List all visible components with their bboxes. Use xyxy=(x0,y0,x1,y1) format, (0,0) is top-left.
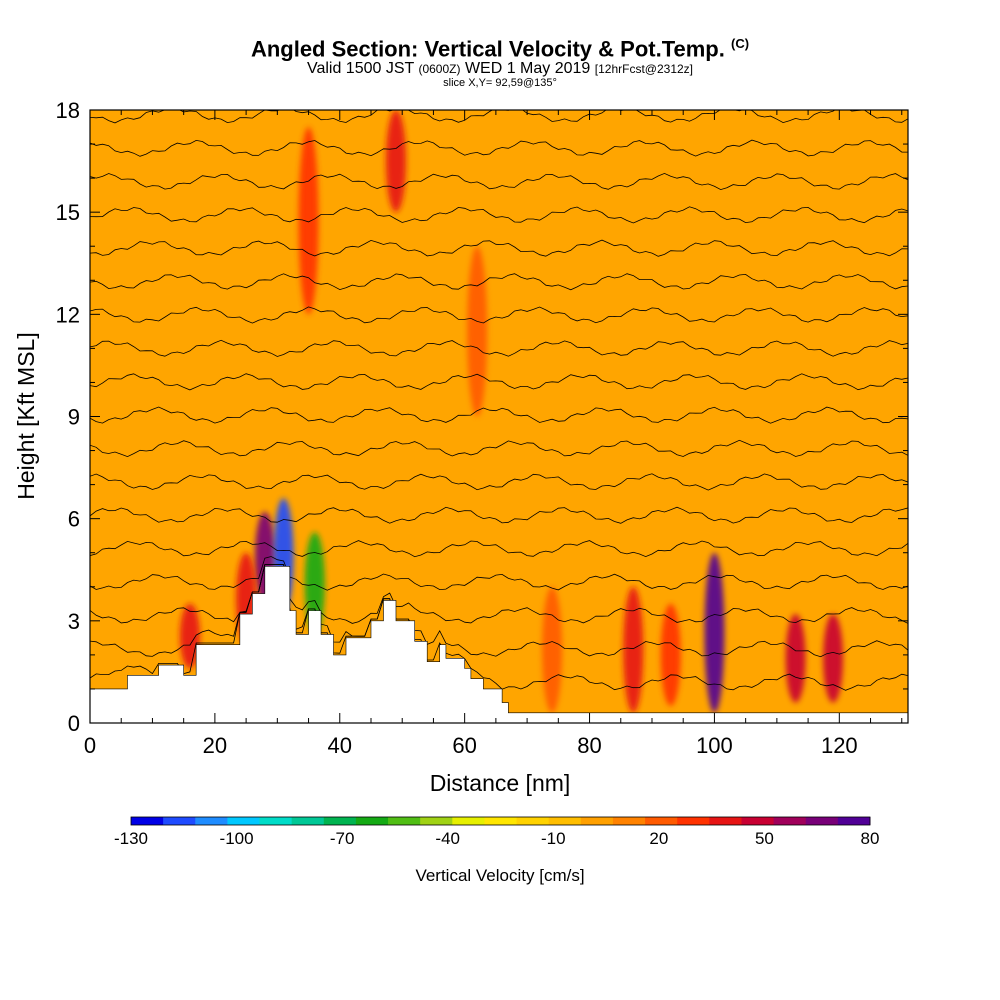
colorbar-tick-label: -70 xyxy=(330,829,355,848)
contour-22 xyxy=(90,564,908,624)
colorbar-swatch xyxy=(420,817,453,825)
colorbar-swatch xyxy=(645,817,678,825)
x-axis-label: Distance [nm] xyxy=(430,770,571,796)
valid-prefix: Valid 1500 JST xyxy=(306,60,414,77)
x-axis: 0 20 40 60 80 100 120 xyxy=(84,110,903,758)
colorbar-swatch xyxy=(741,817,775,825)
colorbar-swatch xyxy=(388,817,421,825)
slice-label: slice X,Y= 92,59@135° xyxy=(443,77,557,89)
colorbar-swatch xyxy=(548,817,582,825)
valid-date: WED 1 May 2019 xyxy=(464,60,591,77)
contour-36 xyxy=(90,373,908,391)
y-tick-label: 12 xyxy=(56,302,80,327)
x-tick-label: 20 xyxy=(203,733,227,758)
colorbar-label: Vertical Velocity [cm/s] xyxy=(415,866,584,885)
colorbar-swatch xyxy=(259,817,293,825)
colorbar-swatch xyxy=(163,817,196,825)
contour-46 xyxy=(90,206,908,224)
contour-50 xyxy=(90,139,908,157)
chart-title: Angled Section: Vertical Velocity & Pot.… xyxy=(250,36,750,62)
y-tick-label: 6 xyxy=(68,507,80,532)
contour-38 xyxy=(90,339,908,357)
velocity-cell-5 xyxy=(542,586,563,713)
x-tick-label: 80 xyxy=(577,733,601,758)
colorbar-frame xyxy=(130,816,871,826)
valid-time-line: Valid 1500 JST (0600Z) WED 1 May 2019 [1… xyxy=(0,60,1000,78)
velocity-cell-8 xyxy=(179,603,200,669)
contour-40 xyxy=(90,306,908,324)
velocity-cell-1 xyxy=(623,586,644,713)
contour-34 xyxy=(90,406,908,424)
terrain xyxy=(90,566,908,723)
colorbar-tick-label: 80 xyxy=(861,829,880,848)
contour-48 xyxy=(90,172,908,191)
forecast-label: [12hrFcst@2312z] xyxy=(594,62,694,76)
y-tick-label: 9 xyxy=(68,405,80,430)
y-axis: 0 3 6 9 12 15 18 xyxy=(56,98,908,736)
colorbar: -130 -100 -70 -40 -10 20 50 80 xyxy=(114,816,880,848)
contour-18 xyxy=(90,564,908,691)
contour-42 xyxy=(90,273,908,291)
y-tick-label: 15 xyxy=(56,200,80,225)
colorbar-swatch xyxy=(452,817,485,825)
colorbar-swatch xyxy=(612,817,646,825)
contour-20 xyxy=(90,564,908,658)
velocity-cell-13 xyxy=(298,127,319,315)
velocity-cell-0 xyxy=(704,552,725,713)
velocity-cell-11 xyxy=(467,246,488,417)
velocity-cell-4 xyxy=(660,603,681,706)
y-axis-label: Height [Kft MSL] xyxy=(13,332,39,499)
contour-24 xyxy=(90,556,908,591)
colorbar-tick-label: -10 xyxy=(541,829,566,848)
colorbar-swatch xyxy=(131,817,164,825)
valid-utc: (0600Z) xyxy=(418,62,461,76)
colorbar-swatch xyxy=(227,817,261,825)
pot-temp-contours xyxy=(90,110,908,691)
x-tick-label: 0 xyxy=(84,733,96,758)
contour-30 xyxy=(90,473,908,491)
colorbar-tick-label: 20 xyxy=(649,829,668,848)
colorbar-swatch xyxy=(709,817,742,825)
colorbar-swatch xyxy=(484,817,518,825)
colorbar-tick-label: 50 xyxy=(755,829,774,848)
colorbar-swatch xyxy=(773,817,807,825)
colorbar-swatch xyxy=(195,817,228,825)
colorbar-swatch xyxy=(355,817,389,825)
contour-32 xyxy=(90,439,908,458)
plot-area xyxy=(90,110,908,723)
x-tick-label: 120 xyxy=(821,733,858,758)
velocity-cell-2 xyxy=(785,614,806,703)
velocity-cell-3 xyxy=(823,614,844,703)
velocity-cell-12 xyxy=(385,110,406,213)
colorbar-tick-label: -100 xyxy=(220,829,254,848)
colorbar-swatch xyxy=(805,817,839,825)
y-tick-label: 0 xyxy=(68,711,80,736)
y-tick-label: 18 xyxy=(56,98,80,123)
contour-26 xyxy=(90,540,908,558)
contour-52 xyxy=(90,110,908,124)
x-tick-label: 60 xyxy=(452,733,476,758)
colorbar-swatch xyxy=(677,817,710,825)
colorbar-tick-label: -130 xyxy=(114,829,148,848)
y-tick-label: 3 xyxy=(68,609,80,634)
colorbar-swatch xyxy=(516,817,550,825)
title-unit: (C) xyxy=(731,36,750,51)
contour-44 xyxy=(90,239,908,257)
x-tick-label: 40 xyxy=(328,733,352,758)
contour-28 xyxy=(90,506,908,524)
colorbar-swatch xyxy=(291,817,325,825)
colorbar-swatch xyxy=(323,817,357,825)
background-field xyxy=(90,110,908,723)
x-tick-label: 100 xyxy=(696,733,733,758)
colorbar-swatch xyxy=(580,817,614,825)
colorbar-tick-label: -40 xyxy=(435,829,460,848)
colorbar-swatch xyxy=(837,817,871,825)
